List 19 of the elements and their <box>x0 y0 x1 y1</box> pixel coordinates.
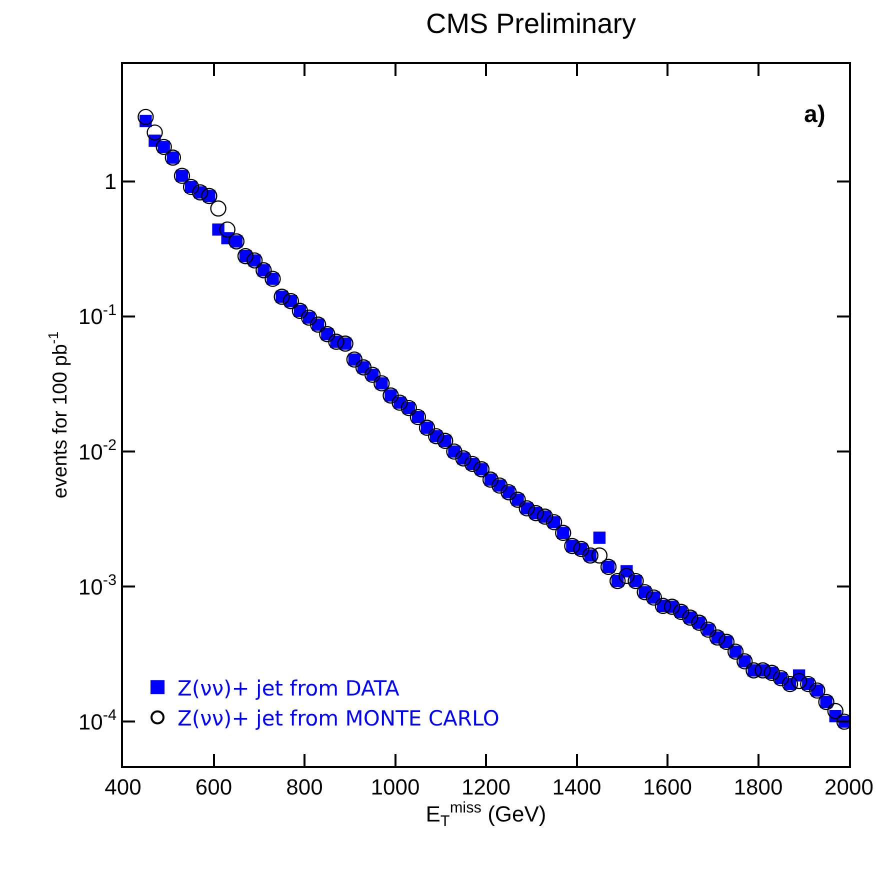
legend-label: Z(νν)+ jet from DATA <box>178 676 400 700</box>
x-tick-label: 1800 <box>734 774 783 800</box>
y-tick-label: 1 <box>104 169 117 194</box>
chart-title: CMS Preliminary <box>426 8 636 39</box>
x-tick-label: 1600 <box>643 774 692 800</box>
x-tick-label: 1200 <box>462 774 510 800</box>
y-tick-label: 10$^{-2}$ <box>78 437 117 464</box>
x-tick-label: 1400 <box>552 774 602 800</box>
annotation: a) <box>804 101 826 128</box>
y-tick-label: 10$^{-1}$ <box>78 302 117 330</box>
x-tick-label: 800 <box>286 774 323 800</box>
y-tick-label: 10$^{-3}$ <box>78 572 117 600</box>
x-tick-label: 400 <box>104 774 142 800</box>
x-tick-label: 1000 <box>370 774 420 800</box>
x-tick-label: 600 <box>195 774 232 800</box>
x-axis-title: E$_{T}$$^{miss}$ (GeV) <box>426 799 546 830</box>
y-tick-label: 10$^{-4}$ <box>78 707 118 734</box>
x-tick-label: 2000 <box>824 774 874 800</box>
legend-label: Z(νν)+ jet from MONTE CARLO <box>178 706 500 731</box>
